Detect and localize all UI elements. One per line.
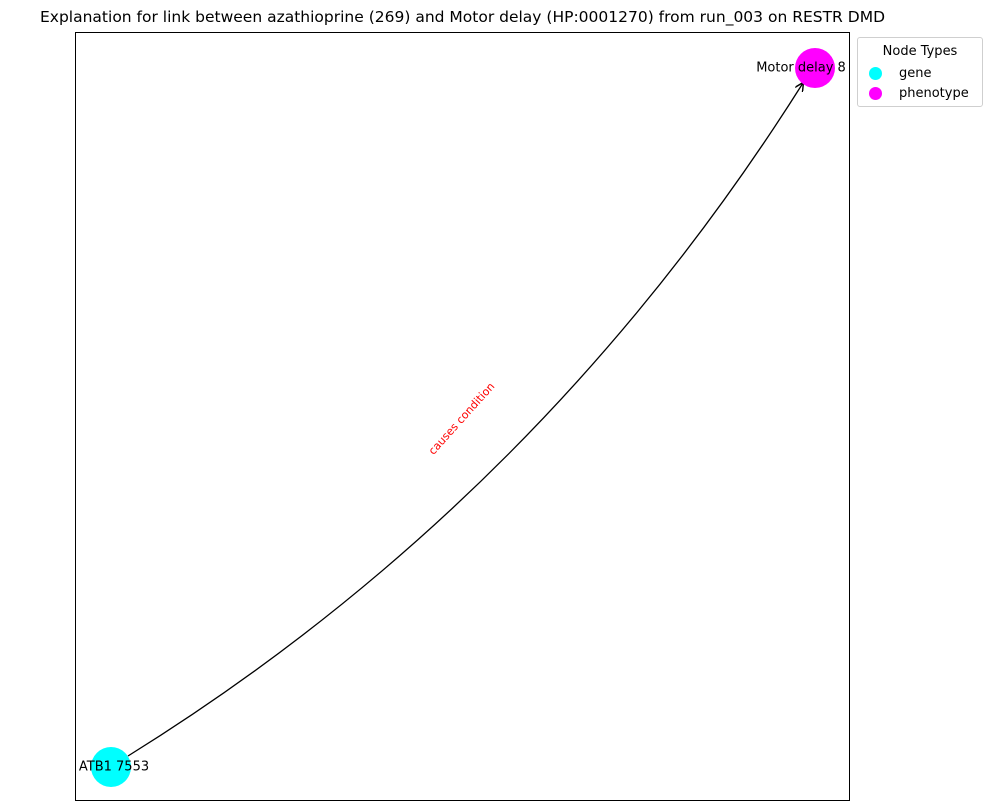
legend-item-phenotype: phenotype [869,86,969,101]
legend: Node Types gene phenotype [857,37,983,107]
node-gene[interactable] [91,747,131,787]
node-phenotype[interactable] [795,48,835,88]
legend-label-phenotype: phenotype [899,86,969,101]
legend-item-gene: gene [869,66,932,81]
legend-marker-gene [869,67,882,80]
node-label-gene: ATB1 7553 [79,760,149,775]
plot-frame [75,32,850,801]
edge-causes-condition [127,83,803,757]
legend-marker-phenotype [869,87,882,100]
legend-title: Node Types [882,44,958,59]
node-label-phenotype: Motor delay 8 [756,61,846,76]
edge-label: causes condition [426,380,497,457]
legend-label-gene: gene [899,66,932,81]
chart-title: Explanation for link between azathioprin… [40,8,885,26]
